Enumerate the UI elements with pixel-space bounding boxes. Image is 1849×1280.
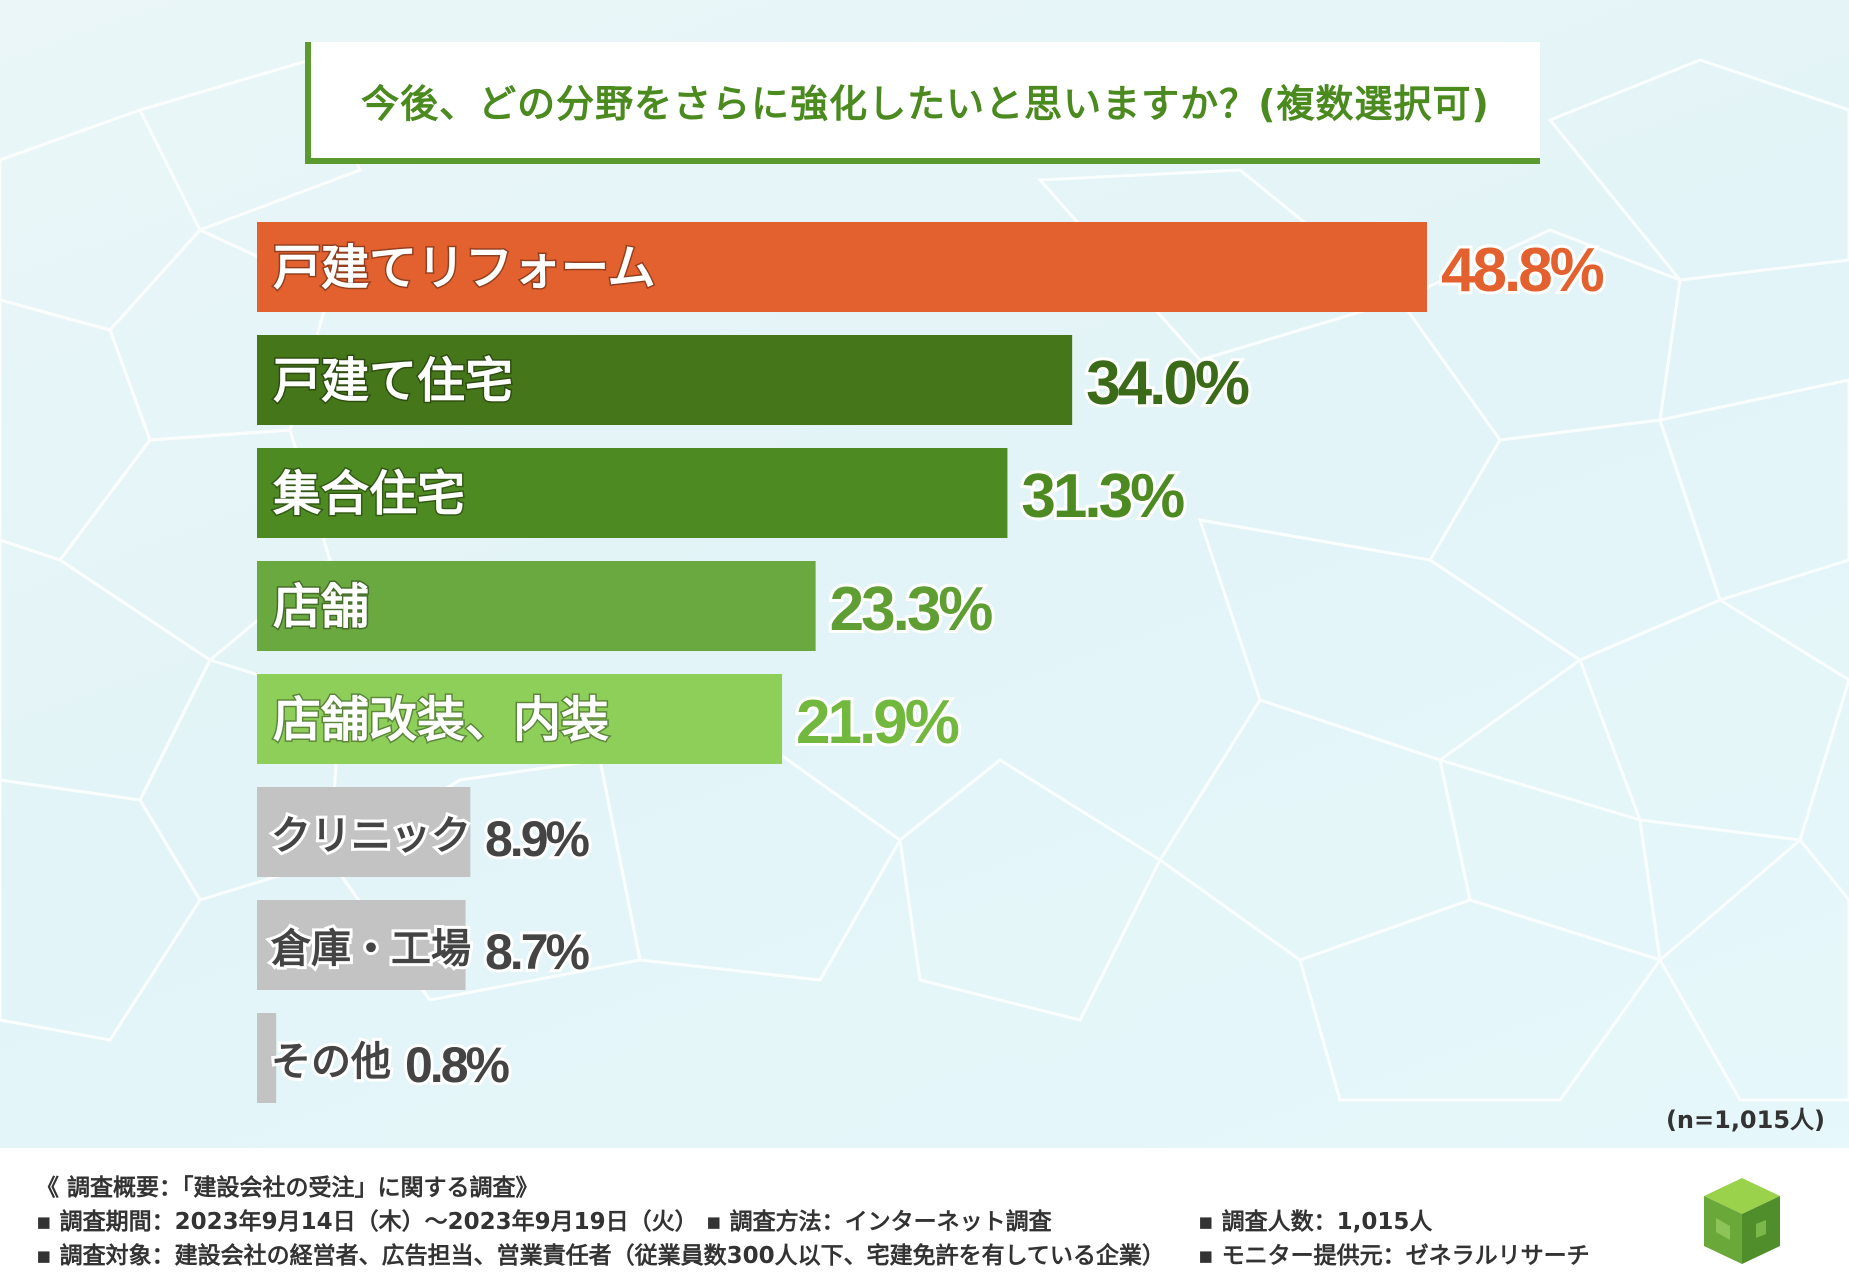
survey-summary: 《 調査概要：「建設会社の受注」に関する調査》 — [36, 1175, 539, 1201]
value-label-1: 34.0% — [1086, 349, 1249, 418]
survey-count: ▪ 調査人数：1,015人 — [1198, 1209, 1433, 1235]
chart-title-box: 今後、どの分野をさらに強化したいと思いますか？(複数選択可) — [305, 42, 1540, 164]
horizontal-bar-chart: 戸建てリフォーム 48.8% 戸建て住宅 34.0% 集合住宅 31.3% 店舗 23.3% 店… — [257, 222, 1607, 1103]
green-cube-logo-icon — [1704, 1178, 1780, 1264]
category-label-2: 集合住宅 — [272, 466, 465, 522]
monitor-provider: ▪ モニター提供元：ゼネラルリサーチ — [1198, 1243, 1590, 1269]
background-hexagon-pattern — [0, 0, 1849, 1150]
value-label-2: 31.3% — [1021, 462, 1184, 531]
bar-4 — [257, 674, 783, 764]
category-label-0: 戸建てリフォーム — [273, 240, 656, 296]
category-label-7: その他 — [271, 1039, 391, 1085]
bar-0 — [257, 222, 1427, 312]
category-label-6: 倉庫・工場 — [270, 926, 471, 972]
survey-period: ▪ 調査期間：2023年9月14日（木）～2023年9月19日（火） — [36, 1209, 698, 1235]
bar-2 — [257, 448, 1008, 538]
survey-method: ▪ 調査方法：インターネット調査 — [706, 1209, 1052, 1235]
bar-6 — [257, 900, 466, 990]
bar-7 — [257, 1013, 277, 1103]
survey-footer: 《 調査概要：「建設会社の受注」に関する調査》 ▪ 調査期間：2023年9月14… — [0, 1148, 1849, 1280]
category-label-5: クリニック — [271, 813, 471, 859]
value-label-0: 48.8% — [1441, 236, 1604, 305]
sample-size-note: (n=1,015人) — [1665, 1106, 1825, 1134]
category-label-1: 戸建て住宅 — [273, 353, 513, 409]
chart-title: 今後、どの分野をさらに強化したいと思いますか？(複数選択可) — [361, 81, 1490, 126]
bar-1 — [257, 335, 1073, 425]
survey-target: ▪ 調査対象：建設会社の経営者、広告担当、営業責任者（従業員数300人以下、宅建… — [36, 1243, 1165, 1269]
value-label-5: 8.9% — [485, 811, 590, 867]
value-label-7: 0.8% — [405, 1037, 510, 1093]
value-label-6: 8.7% — [485, 924, 590, 980]
value-label-3: 23.3% — [830, 575, 993, 644]
bar-5 — [257, 787, 471, 877]
bar-3 — [257, 561, 816, 651]
category-label-3: 店舗 — [273, 579, 369, 635]
value-label-4: 21.9% — [796, 688, 959, 757]
category-label-4: 店舗改装、内装 — [273, 692, 609, 748]
